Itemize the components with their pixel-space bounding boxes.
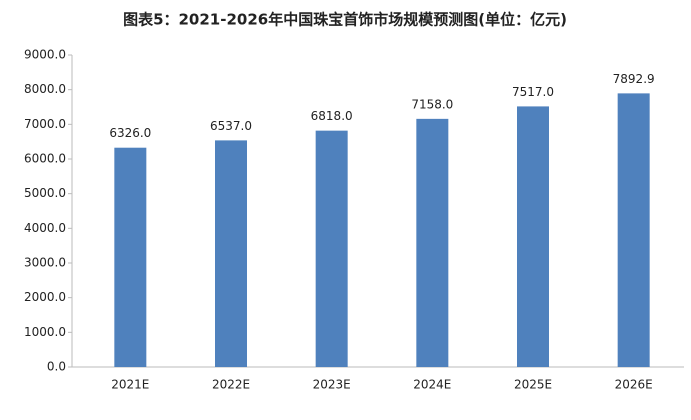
x-tick-label: 2023E	[313, 378, 351, 392]
y-tick-label: 2000.0	[24, 290, 66, 304]
x-tick-label: 2026E	[615, 378, 653, 392]
y-tick-label: 9000.0	[24, 48, 66, 62]
bar	[315, 130, 348, 367]
value-label: 7517.0	[512, 85, 554, 99]
bar	[114, 147, 147, 367]
value-label: 7158.0	[411, 97, 453, 111]
x-tick-label: 2024E	[413, 378, 451, 392]
y-tick-label: 0.0	[47, 360, 66, 374]
x-tick-label: 2021E	[111, 378, 149, 392]
y-tick-label: 1000.0	[24, 325, 66, 339]
y-tick-label: 3000.0	[24, 256, 66, 270]
y-tick-label: 5000.0	[24, 186, 66, 200]
bar	[215, 140, 247, 367]
value-label: 6326.0	[109, 126, 151, 140]
bar	[617, 93, 650, 368]
value-label: 6818.0	[311, 109, 353, 123]
value-label: 6537.0	[210, 119, 252, 133]
bar	[416, 118, 449, 367]
x-tick-label: 2022E	[212, 378, 250, 392]
y-tick-label: 8000.0	[24, 82, 66, 96]
chart-title: 图表5：2021-2026年中国珠宝首饰市场规模预测图(单位：亿元)	[123, 11, 567, 29]
bar	[517, 106, 549, 367]
y-tick-label: 7000.0	[24, 117, 66, 131]
y-tick-label: 4000.0	[24, 221, 66, 235]
y-tick-label: 6000.0	[24, 152, 66, 166]
value-label: 7892.9	[613, 72, 655, 86]
x-tick-label: 2025E	[514, 378, 552, 392]
